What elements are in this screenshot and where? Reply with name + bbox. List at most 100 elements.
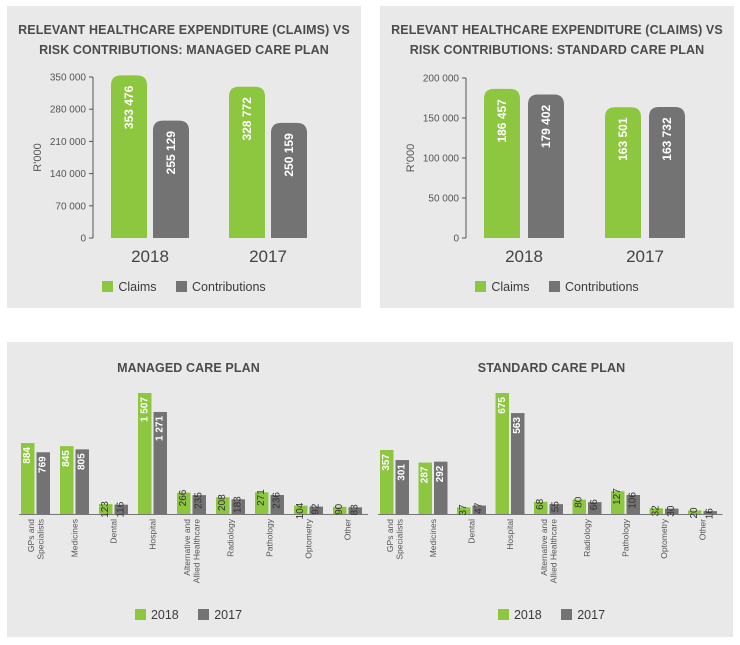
bar-value-label: 301: [397, 464, 408, 481]
y-tick-label: 70 000: [55, 201, 86, 212]
bar-2017-gps-and-specialists: [36, 452, 50, 514]
bar-claims-2017: [229, 86, 265, 238]
chart-title-line-1: RELEVANT HEALTHCARE EXPENDITURE (CLAIMS)…: [18, 23, 350, 37]
chart-title-line-2: RISK CONTRIBUTIONS: MANAGED CARE PLAN: [39, 43, 329, 57]
legend-swatch-2018: [134, 609, 146, 620]
bar-contributions-2017: [271, 122, 307, 238]
bar-2017-pathology: [270, 495, 284, 514]
bar-2018-alternative-and-allied-healthcare: [534, 501, 548, 514]
bar-value-label: 55: [551, 501, 562, 513]
y-tick-label: 140 000: [50, 169, 87, 180]
y-tick-label: 0: [453, 234, 459, 245]
standard-care-bar-chart: 0 50 000 100 000 150 000 200 000 R'000 186 457…: [405, 74, 685, 266]
legend-label-2017: 2017: [577, 608, 606, 622]
bar-value-label: 106: [628, 492, 639, 509]
bar-value-label: 123: [100, 501, 111, 518]
x-category-label: Medicines: [70, 519, 80, 557]
bar-value-label: 30: [666, 505, 677, 517]
bar-2017-alternative-and-allied-healthcare: [549, 504, 563, 514]
bar-2017-optometry: [665, 508, 679, 514]
bar-2018-pathology: [611, 491, 625, 514]
legend-swatch-2018: [497, 609, 509, 620]
x-category-label: Other: [343, 519, 353, 540]
x-category-label: Radiology: [226, 518, 236, 557]
y-tick-label: 100 000: [423, 154, 460, 165]
bar-contributions-2018: [528, 94, 564, 239]
managed-care-claims-vs-contributions-panel: RELEVANT HEALTHCARE EXPENDITURE (CLAIMS)…: [7, 6, 361, 308]
bar-2018-other: [688, 510, 702, 514]
x-category-label: 2018: [131, 247, 169, 266]
managed-care-bar-chart: 0 70 000 140 000 210 000 280 000 350 000 R'000…: [32, 73, 307, 266]
y-tick-label: 210 000: [50, 137, 87, 148]
bar-2017-hospital: [153, 411, 167, 514]
bar-value-label: 675: [497, 397, 508, 414]
bar-value-label: 884: [22, 447, 33, 464]
bar-value-label: 83: [350, 504, 361, 516]
bar-2017-optometry: [309, 506, 323, 514]
bar-value-label: 127: [612, 488, 623, 505]
legend-label-2018: 2018: [513, 608, 542, 622]
chart-title-line-1: RELEVANT HEALTHCARE EXPENDITURE (CLAIMS)…: [391, 23, 723, 37]
y-tick-label: 150 000: [423, 114, 460, 125]
bar-2018-other: [333, 506, 347, 514]
bar-value-label: 271: [256, 489, 267, 506]
x-category-label: Alternative and: [182, 519, 192, 576]
bar-claims-2018: [484, 88, 520, 238]
bar-2017-radiology: [231, 499, 245, 514]
x-category-label: Medicines: [428, 519, 438, 557]
bar-value-label: 266: [178, 489, 189, 506]
bar-value-label: 163 732: [660, 117, 674, 161]
x-category-label: Optometry: [659, 518, 669, 558]
bar-2018-gps-and-specialists: [380, 450, 394, 514]
standard-care-legend: 2018 2017: [370, 608, 733, 622]
bar-value-label: 563: [512, 417, 523, 434]
bar-2018-hospital: [495, 393, 509, 514]
x-category-label: GPs and: [26, 519, 36, 552]
y-tick-label: 200 000: [423, 74, 460, 85]
legend-swatch-claims: [102, 281, 114, 292]
y-axis-label: R'000: [405, 144, 417, 172]
legend-swatch-contributions: [549, 281, 561, 292]
x-category-label: 2017: [626, 247, 664, 266]
bar-2018-optometry: [294, 505, 308, 514]
bar-value-label: 236: [272, 492, 283, 509]
bar-2018-optometry: [649, 508, 663, 514]
y-tick-label: 280 000: [50, 105, 87, 116]
y-axis-label: R'000: [32, 143, 44, 171]
bar-value-label: 805: [77, 453, 88, 470]
bar-2017-dental: [114, 504, 128, 514]
x-category-label: Allied Healthcare: [548, 519, 558, 584]
x-category-label: GPs and: [385, 519, 395, 552]
y-tick-label: 50 000: [428, 194, 459, 205]
x-category-label: Alternative and: [539, 519, 549, 576]
x-category-label: Hospital: [148, 519, 158, 550]
y-tick-label: 350 000: [50, 73, 87, 84]
bar-2017-other: [703, 511, 717, 514]
legend-label-contributions: Contributions: [192, 280, 266, 294]
bar-2018-medicines: [418, 462, 432, 514]
bar-2018-alternative-and-allied-healthcare: [177, 492, 191, 514]
managed-care-legend: 2018 2017: [7, 608, 370, 622]
x-category-label: Dental: [109, 519, 119, 544]
bar-2018-pathology: [255, 492, 269, 514]
legend-swatch-2017: [198, 609, 210, 620]
chart-title-line-2: RISK CONTRIBUTIONS: STANDARD CARE PLAN: [409, 43, 705, 57]
bar-2017-medicines: [75, 449, 89, 514]
bar-value-label: 66: [589, 499, 600, 511]
bar-contributions-2017: [649, 107, 685, 238]
x-category-label: Specialists: [394, 519, 404, 560]
bar-value-label: 235: [194, 492, 205, 509]
chart-title: RELEVANT HEALTHCARE EXPENDITURE (CLAIMS)…: [380, 20, 734, 60]
legend-label-claims: Claims: [491, 280, 530, 294]
bar-value-label: 186 457: [495, 99, 509, 143]
bar-2017-radiology: [588, 502, 602, 514]
legend-label-contributions: Contributions: [565, 280, 639, 294]
chart-title: RELEVANT HEALTHCARE EXPENDITURE (CLAIMS)…: [7, 20, 361, 60]
bar-value-label: 47: [474, 502, 485, 514]
bar-value-label: 16: [705, 508, 716, 520]
bar-value-label: 357: [381, 454, 392, 471]
legend-label-2017: 2017: [214, 608, 243, 622]
y-tick-label: 0: [80, 234, 86, 245]
x-category-label: Hospital: [505, 519, 515, 550]
legend-swatch-claims: [475, 281, 487, 292]
